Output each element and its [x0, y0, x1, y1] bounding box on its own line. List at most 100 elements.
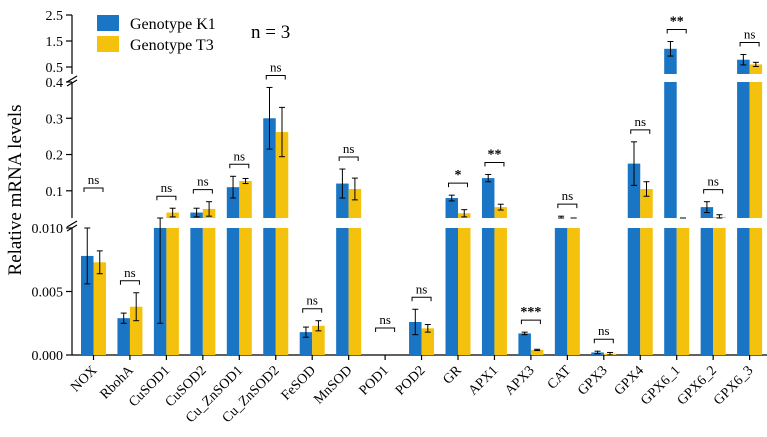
bar-break-gap — [275, 218, 289, 228]
significance-label: ns — [416, 281, 428, 296]
bar-break-gap — [493, 218, 508, 228]
significance-bracket — [156, 195, 177, 201]
bar-k1 — [700, 207, 714, 355]
bar-k1 — [445, 198, 458, 355]
significance-label: ** — [487, 147, 501, 162]
bar-break-gap — [566, 218, 581, 228]
bar-k1 — [226, 187, 240, 355]
significance-bracket — [630, 129, 651, 134]
x-tick-label: GPX6_2 — [675, 363, 720, 408]
y-tick-label: 0.3 — [46, 112, 64, 127]
y-axis-label: Relative mRNA levels — [5, 105, 26, 276]
significance-bracket — [593, 338, 614, 344]
significance-label: ns — [197, 174, 209, 189]
x-tick-label: APX3 — [502, 363, 537, 398]
y-tick-label: 2.5 — [46, 9, 64, 24]
significance-label: ns — [234, 148, 246, 163]
significance-bracket — [265, 74, 286, 80]
bar-break-gap — [348, 218, 362, 228]
x-tick-label: MnSOD — [311, 363, 355, 407]
bar-t3 — [275, 132, 289, 355]
significance-label: ns — [306, 293, 318, 308]
y-tick-label: 0.5 — [46, 61, 64, 76]
significance-bracket — [520, 319, 541, 325]
x-tick-label: GR — [440, 363, 465, 388]
bar-k1 — [299, 332, 313, 355]
bar-break-gap — [481, 218, 495, 228]
bar-k1 — [409, 321, 422, 355]
bar-break-gap — [457, 218, 471, 228]
x-tick-label: GPX3 — [575, 363, 610, 398]
significance-bracket — [192, 189, 213, 194]
bar-break-gap — [165, 218, 180, 228]
bar-k1 — [81, 255, 94, 355]
bar-break-gap — [663, 74, 678, 82]
bar-break-gap — [262, 218, 277, 228]
bar-break-gap — [639, 218, 654, 228]
bar-break-gap — [749, 218, 763, 228]
y-tick-label: 0.4 — [46, 76, 64, 91]
bar-break-gap — [712, 218, 727, 228]
significance-label: ns — [124, 265, 136, 280]
significance-label: ns — [598, 323, 610, 338]
bar-break-gap — [700, 218, 714, 228]
significance-bracket — [703, 189, 724, 194]
bar-t3 — [530, 349, 544, 355]
bar-break-gap — [736, 74, 751, 82]
significance-bracket — [83, 187, 104, 192]
bar-break-gap — [554, 218, 568, 228]
significance-bracket — [338, 156, 359, 162]
significance-bracket — [666, 29, 687, 34]
significance-bracket — [557, 203, 578, 209]
bar-t3 — [166, 212, 179, 355]
significance-label: ns — [744, 27, 756, 42]
bar-break-gap — [676, 218, 690, 228]
significance-label: ns — [379, 312, 391, 327]
y-tick-label: 1.5 — [46, 35, 64, 50]
bar-t3 — [239, 181, 252, 355]
y-tick-label: 0.000 — [32, 349, 64, 364]
x-tick-label: GPX6_1 — [638, 363, 683, 408]
bar-k1 — [263, 118, 276, 356]
legend: Genotype K1 Genotype T3 — [97, 15, 216, 54]
significance-bracket — [229, 163, 250, 169]
bar-break-gap — [627, 218, 641, 228]
bar-t3 — [93, 262, 106, 355]
bar-break-gap — [663, 218, 678, 228]
bar-t3 — [458, 213, 471, 355]
bar-break-gap — [445, 218, 459, 228]
significance-label: *** — [520, 305, 541, 320]
x-tick-label: GPX6_3 — [711, 363, 756, 408]
bar-t3 — [421, 328, 435, 355]
legend-swatch-k1 — [97, 15, 119, 31]
significance-bracket — [739, 42, 760, 47]
bar-k1 — [481, 178, 495, 355]
y-tick-label: 0.1 — [46, 185, 64, 200]
significance-label: ns — [270, 59, 282, 74]
axis-break-mark — [66, 79, 78, 87]
y-tick-label: 0.005 — [32, 286, 64, 301]
axis-break-mark — [66, 220, 78, 228]
significance-label: ** — [670, 15, 684, 30]
x-tick-label: CAT — [545, 363, 575, 393]
bar-t3 — [494, 207, 507, 355]
bar-t3 — [640, 188, 653, 355]
significance-bracket — [375, 327, 396, 332]
sample-size-annotation: n = 3 — [251, 22, 290, 43]
axes: 0.000 0.005 0.010 0.1 0.2 0.3 0.40.5 1.5 2.5 — [32, 9, 767, 364]
bar-break-gap — [335, 218, 350, 228]
bar-k1 — [190, 212, 203, 355]
bar-k1 — [627, 163, 641, 355]
bar-t3 — [749, 64, 763, 356]
bar-t3 — [713, 216, 726, 355]
legend-swatch-t3 — [97, 36, 119, 52]
bars — [81, 41, 763, 356]
x-tick-label: POD1 — [357, 363, 392, 398]
x-tick-label: NOX — [68, 363, 100, 395]
bar-t3 — [348, 188, 362, 355]
bar-break-gap — [736, 218, 751, 228]
significance-label: ns — [562, 188, 574, 203]
bar-k1 — [117, 318, 130, 355]
